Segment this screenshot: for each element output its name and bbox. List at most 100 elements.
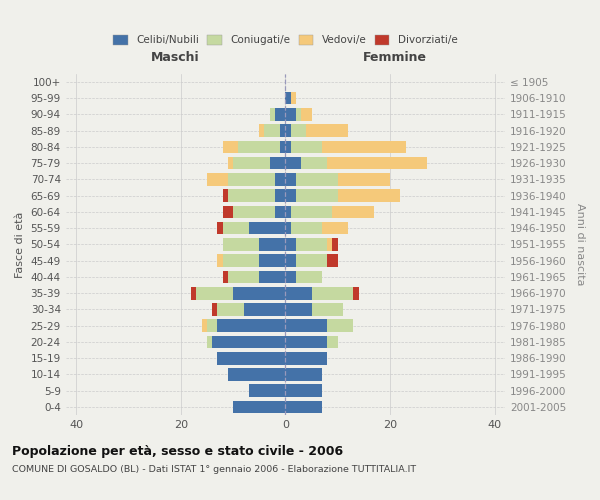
- Bar: [280, 140, 286, 153]
- Bar: [322, 222, 348, 234]
- Bar: [269, 157, 286, 170]
- Bar: [233, 400, 286, 413]
- Bar: [296, 238, 327, 251]
- Bar: [223, 206, 233, 218]
- Bar: [238, 140, 280, 153]
- Bar: [286, 173, 296, 186]
- Bar: [353, 287, 359, 300]
- Bar: [259, 270, 286, 283]
- Bar: [223, 270, 228, 283]
- Bar: [296, 190, 338, 202]
- Y-axis label: Fasce di età: Fasce di età: [15, 211, 25, 278]
- Bar: [290, 140, 322, 153]
- Bar: [223, 238, 259, 251]
- Bar: [301, 108, 311, 120]
- Bar: [286, 320, 327, 332]
- Bar: [332, 238, 338, 251]
- Bar: [306, 124, 348, 137]
- Bar: [233, 206, 275, 218]
- Bar: [217, 320, 286, 332]
- Bar: [327, 336, 338, 348]
- Bar: [286, 222, 290, 234]
- Bar: [290, 206, 332, 218]
- Bar: [327, 254, 338, 267]
- Text: Maschi: Maschi: [151, 51, 200, 64]
- Bar: [207, 336, 212, 348]
- Bar: [275, 173, 286, 186]
- Bar: [296, 254, 327, 267]
- Bar: [228, 190, 275, 202]
- Bar: [228, 270, 259, 283]
- Text: COMUNE DI GOSALDO (BL) - Dati ISTAT 1° gennaio 2006 - Elaborazione TUTTITALIA.IT: COMUNE DI GOSALDO (BL) - Dati ISTAT 1° g…: [12, 466, 416, 474]
- Bar: [223, 222, 249, 234]
- Bar: [249, 222, 286, 234]
- Bar: [249, 384, 286, 397]
- Bar: [286, 352, 327, 364]
- Bar: [228, 157, 233, 170]
- Bar: [275, 108, 286, 120]
- Bar: [244, 303, 286, 316]
- Bar: [280, 124, 286, 137]
- Bar: [233, 157, 269, 170]
- Bar: [286, 140, 290, 153]
- Text: Femmine: Femmine: [363, 51, 427, 64]
- Bar: [296, 108, 301, 120]
- Bar: [223, 190, 228, 202]
- Bar: [286, 384, 322, 397]
- Bar: [196, 287, 233, 300]
- Bar: [275, 190, 286, 202]
- Bar: [212, 303, 217, 316]
- Bar: [259, 124, 265, 137]
- Bar: [296, 270, 322, 283]
- Bar: [286, 206, 290, 218]
- Bar: [311, 303, 343, 316]
- Bar: [286, 303, 311, 316]
- Bar: [286, 270, 296, 283]
- Bar: [290, 222, 322, 234]
- Bar: [228, 173, 275, 186]
- Bar: [332, 206, 374, 218]
- Bar: [217, 254, 223, 267]
- Bar: [327, 320, 353, 332]
- Bar: [286, 287, 311, 300]
- Bar: [286, 108, 296, 120]
- Bar: [286, 124, 290, 137]
- Bar: [223, 254, 259, 267]
- Bar: [202, 320, 207, 332]
- Bar: [286, 400, 322, 413]
- Legend: Celibi/Nubili, Coniugati/e, Vedovi/e, Divorziati/e: Celibi/Nubili, Coniugati/e, Vedovi/e, Di…: [109, 31, 461, 50]
- Bar: [217, 222, 223, 234]
- Bar: [290, 92, 296, 104]
- Bar: [311, 287, 353, 300]
- Bar: [269, 108, 275, 120]
- Bar: [286, 190, 296, 202]
- Bar: [217, 303, 244, 316]
- Bar: [296, 173, 338, 186]
- Bar: [301, 157, 327, 170]
- Bar: [233, 287, 286, 300]
- Bar: [207, 173, 228, 186]
- Bar: [286, 336, 327, 348]
- Bar: [322, 140, 406, 153]
- Bar: [327, 157, 427, 170]
- Bar: [223, 140, 238, 153]
- Bar: [212, 336, 286, 348]
- Bar: [259, 238, 286, 251]
- Bar: [275, 206, 286, 218]
- Bar: [286, 238, 296, 251]
- Bar: [286, 157, 301, 170]
- Bar: [286, 254, 296, 267]
- Bar: [191, 287, 196, 300]
- Bar: [207, 320, 217, 332]
- Y-axis label: Anni di nascita: Anni di nascita: [575, 203, 585, 285]
- Bar: [338, 190, 400, 202]
- Bar: [327, 238, 332, 251]
- Text: Popolazione per età, sesso e stato civile - 2006: Popolazione per età, sesso e stato civil…: [12, 445, 343, 458]
- Bar: [286, 368, 322, 381]
- Bar: [286, 92, 290, 104]
- Bar: [265, 124, 280, 137]
- Bar: [290, 124, 306, 137]
- Bar: [338, 173, 390, 186]
- Bar: [259, 254, 286, 267]
- Bar: [228, 368, 286, 381]
